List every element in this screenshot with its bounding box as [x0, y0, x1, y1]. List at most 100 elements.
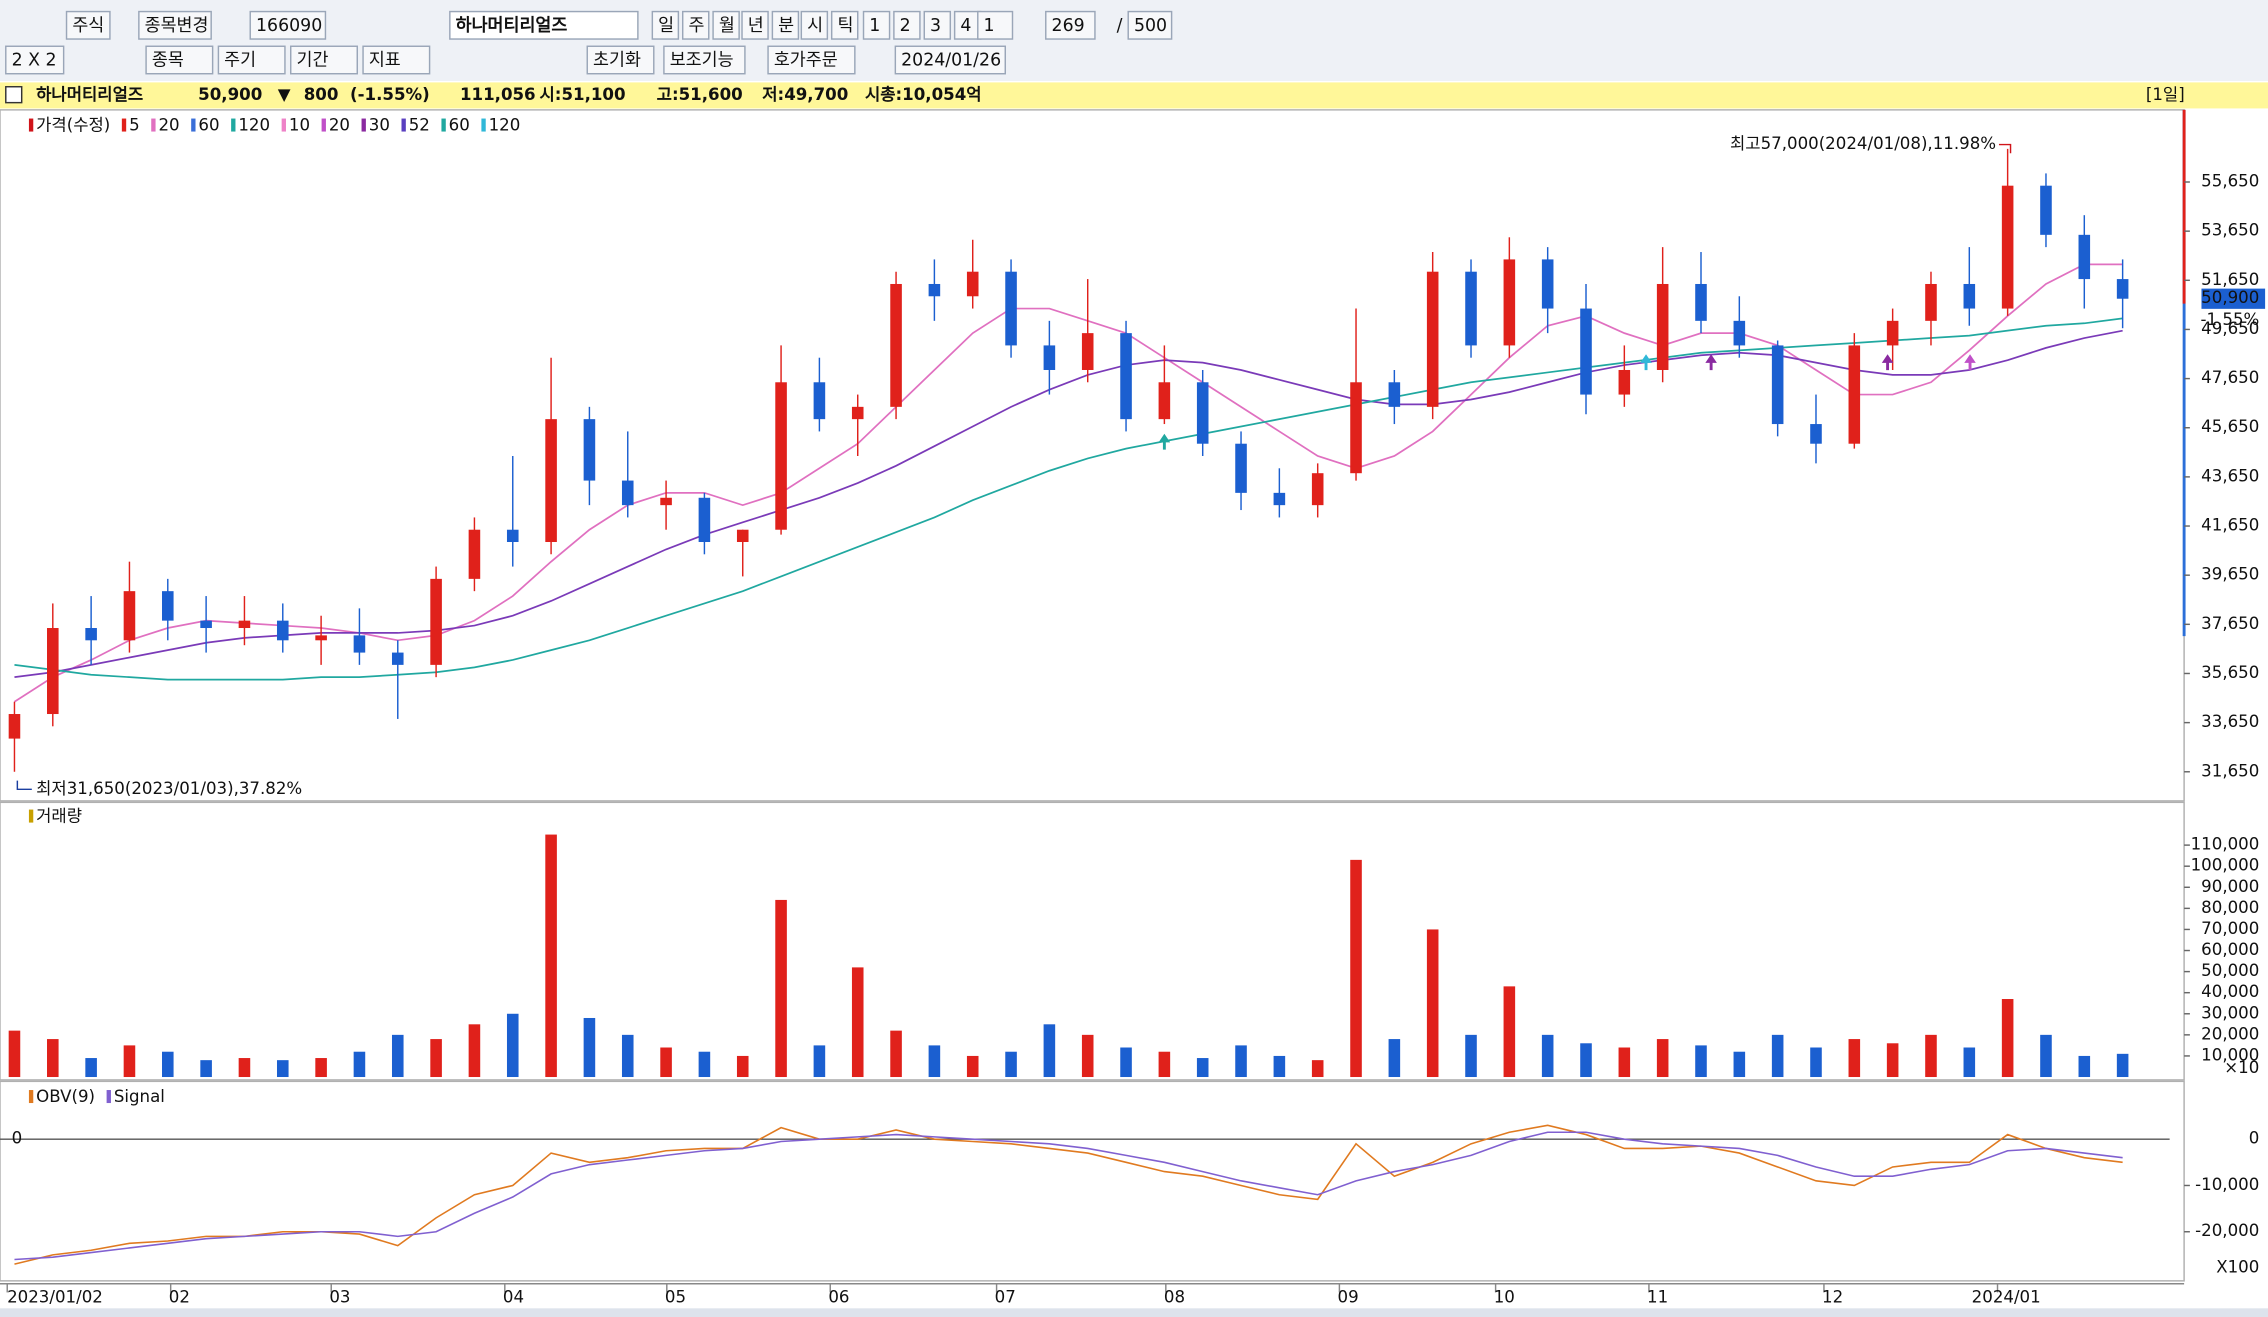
candle-body	[1273, 492, 1286, 506]
toolbar-label[interactable]: 일	[658, 16, 674, 36]
checkbox[interactable]	[5, 86, 23, 104]
toolbar-label[interactable]: 월	[719, 16, 735, 36]
info-change-pct: (-1.55%)	[350, 85, 430, 104]
volume-bar	[2078, 1055, 2091, 1078]
volume-bar	[545, 834, 557, 1078]
toolbar-button[interactable]	[138, 10, 212, 40]
y-tick-label: 0	[12, 1129, 23, 1148]
ma-line	[13, 263, 2123, 703]
toolbar-button[interactable]	[290, 45, 358, 75]
legend-swatch	[361, 118, 366, 132]
volume-bar	[928, 1045, 941, 1078]
y-tick-label: 37,650	[2201, 614, 2259, 633]
toolbar-label[interactable]: 500	[1134, 16, 1167, 36]
y-tick-label: 31,650	[2201, 761, 2259, 780]
volume-bar	[1196, 1058, 1209, 1078]
toolbar-button[interactable]	[894, 45, 1006, 75]
volume-bar	[1963, 1047, 1976, 1078]
toolbar-label[interactable]: 호가주문	[774, 51, 838, 71]
toolbar-label[interactable]: 틱	[837, 16, 853, 36]
candle-body	[2040, 185, 2052, 235]
volume-bar	[430, 1039, 442, 1078]
toolbar-label[interactable]: 2024/01/26	[901, 51, 1001, 71]
toolbar-button[interactable]	[651, 10, 680, 40]
volume-bar	[468, 1024, 481, 1078]
toolbar-label[interactable]: 주식	[72, 16, 104, 36]
date-label: 2024/01	[1972, 1288, 2041, 1307]
toolbar-label[interactable]: 기간	[297, 51, 329, 71]
annotation-arrow	[16, 780, 32, 791]
toolbar-label[interactable]: 보조기능	[670, 51, 734, 71]
toolbar-label[interactable]: 종목	[152, 51, 184, 71]
scrollbar[interactable]	[0, 1308, 2268, 1317]
toolbar-button[interactable]	[1045, 10, 1096, 40]
toolbar-button[interactable]	[217, 45, 286, 75]
toolbar-button[interactable]	[830, 10, 859, 40]
toolbar-label[interactable]: 1	[984, 16, 995, 36]
volume-bar	[85, 1058, 97, 1078]
toolbar-button[interactable]	[145, 45, 214, 75]
candle-body	[1810, 424, 1822, 444]
toolbar-button[interactable]	[800, 10, 829, 40]
toolbar-label[interactable]: 년	[748, 16, 764, 36]
candle-body	[1886, 320, 1899, 346]
candle-body	[813, 382, 826, 420]
toolbar-label[interactable]: 초기화	[593, 51, 641, 71]
toolbar-label[interactable]: 2 X 2	[12, 51, 57, 71]
info-bar-bg	[0, 82, 2268, 109]
candle-body	[1618, 369, 1631, 395]
toolbar-button[interactable]	[681, 10, 710, 40]
toolbar-button[interactable]	[767, 45, 856, 75]
candle-body	[85, 628, 97, 641]
legend-swatch	[191, 118, 196, 132]
toolbar-button[interactable]	[65, 10, 111, 40]
toolbar-label[interactable]: 2	[900, 16, 911, 36]
legend-label: 60	[449, 115, 470, 134]
toolbar-label[interactable]: 하나머티리얼즈	[456, 15, 568, 36]
toolbar-label[interactable]: 주기	[224, 51, 256, 71]
date-label: 2023/01/02	[7, 1288, 103, 1307]
toolbar-label[interactable]: 종목변경	[145, 16, 209, 36]
y-tick-label: 100,000	[2191, 856, 2260, 875]
volume-bar	[1618, 1047, 1631, 1078]
legend-label: 5	[129, 115, 140, 134]
toolbar-button[interactable]	[771, 10, 800, 40]
toolbar-button[interactable]	[586, 45, 655, 75]
candle-body	[353, 635, 366, 653]
toolbar-button[interactable]	[977, 10, 1014, 40]
toolbar-label[interactable]: 분	[778, 16, 794, 36]
toolbar-button[interactable]	[1127, 10, 1173, 40]
toolbar-label[interactable]: 4	[960, 16, 971, 36]
toolbar-label[interactable]: /	[1117, 16, 1123, 36]
toolbar-label[interactable]: 주	[689, 16, 705, 36]
volume-bar	[1081, 1034, 1094, 1078]
volume-bar	[851, 967, 864, 1078]
info-low: 저:49,700	[762, 85, 848, 104]
toolbar-label[interactable]: 1	[869, 16, 880, 36]
toolbar-button[interactable]	[923, 10, 952, 40]
candle-body	[1311, 473, 1324, 506]
toolbar-label[interactable]: 166090	[256, 16, 322, 36]
toolbar-button[interactable]	[449, 10, 639, 40]
candle-body	[1541, 259, 1554, 309]
legend-swatch	[28, 118, 34, 132]
toolbar-button[interactable]	[249, 10, 327, 40]
toolbar-button[interactable]	[362, 45, 431, 75]
volume-bar	[1043, 1024, 1056, 1078]
toolbar-label[interactable]: 지표	[369, 51, 401, 71]
toolbar-label[interactable]: 시	[807, 16, 823, 36]
legend-label: 30	[369, 115, 390, 134]
toolbar-button[interactable]	[893, 10, 921, 40]
volume-bar	[890, 1030, 902, 1078]
toolbar-label[interactable]: 269	[1052, 16, 1085, 36]
toolbar-button[interactable]	[712, 10, 740, 40]
toolbar-button[interactable]	[663, 45, 746, 75]
volume-bar	[813, 1045, 826, 1078]
toolbar-button[interactable]	[741, 10, 769, 40]
toolbar-button[interactable]	[862, 10, 891, 40]
toolbar-label[interactable]: 3	[930, 16, 941, 36]
volume-bar	[660, 1047, 672, 1078]
toolbar-button[interactable]	[5, 45, 65, 75]
info-high: 고:51,600	[657, 85, 743, 104]
toolbar-button[interactable]	[953, 10, 982, 40]
